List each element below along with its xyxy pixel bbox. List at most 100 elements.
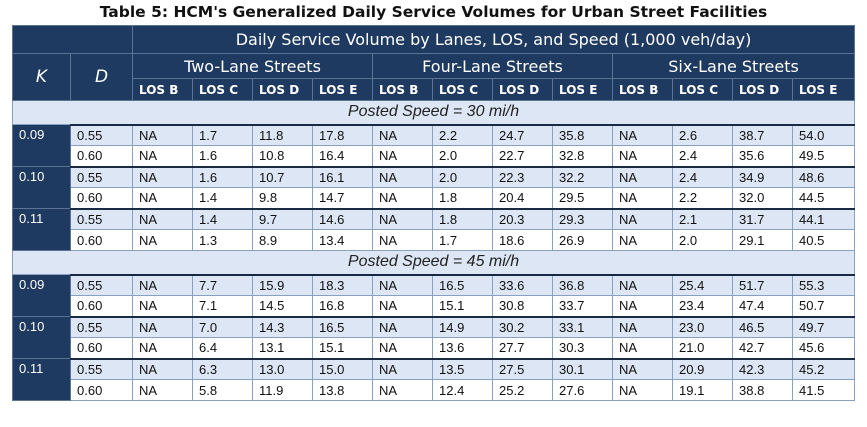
volume-cell: 2.6 — [672, 123, 733, 146]
volume-cell: 14.5 — [252, 295, 313, 317]
volume-cell: 48.6 — [791, 165, 856, 188]
header-los-cell: LOS E — [312, 78, 373, 101]
volume-cell: 16.5 — [432, 273, 493, 296]
volume-cell: 19.1 — [672, 379, 733, 401]
volume-cell: NA — [132, 295, 193, 317]
volume-cell: 16.8 — [312, 295, 373, 317]
volume-cell: 6.4 — [192, 337, 253, 359]
table-row: 0.60 NA 5.8 11.9 13.8 NA 12.4 25.2 27.6 NA 19.1 38.… — [13, 379, 856, 401]
volume-cell: 55.3 — [791, 273, 856, 296]
volume-cell: NA — [132, 187, 193, 209]
volume-cell: 1.6 — [192, 145, 253, 167]
volume-cell: 25.2 — [492, 379, 553, 401]
volume-cell: 1.3 — [192, 229, 253, 251]
volume-cell: 36.8 — [552, 273, 613, 296]
volume-cell: 34.9 — [732, 165, 793, 188]
volume-cell: 46.5 — [732, 315, 793, 338]
volume-cell: 11.8 — [252, 123, 313, 146]
volume-cell: NA — [132, 229, 193, 251]
volume-cell: 1.4 — [192, 187, 253, 209]
volume-cell: 35.8 — [552, 123, 613, 146]
volume-cell: NA — [132, 145, 193, 167]
volume-cell: 44.5 — [791, 187, 856, 209]
header-los-cell: LOS D — [492, 78, 553, 101]
volume-cell: 14.3 — [252, 315, 313, 338]
header-los-cell: LOS E — [552, 78, 613, 101]
volume-cell: 23.0 — [672, 315, 733, 338]
header-los-cell: LOS C — [432, 78, 493, 101]
table-row: 0.09 0.55 NA 1.7 11.8 17.8 NA 2.2 24.7 35.8 NA 2.6 3… — [12, 123, 856, 167]
d-value: 0.55 — [70, 273, 133, 296]
header-group-four-lane: Four-Lane Streets — [372, 53, 613, 79]
volume-cell: 15.9 — [252, 273, 313, 296]
volume-cell: 27.6 — [552, 379, 613, 401]
volume-cell: 6.3 — [192, 357, 253, 380]
volume-cell: 7.0 — [192, 315, 253, 338]
volume-cell: NA — [132, 207, 193, 230]
volume-cell: 7.7 — [192, 273, 253, 296]
volume-cell: 30.3 — [552, 337, 613, 359]
d-value: 0.55 — [70, 315, 133, 338]
volume-cell: NA — [372, 229, 433, 251]
volume-cell: 42.3 — [732, 357, 793, 380]
d-value: 0.55 — [70, 207, 133, 230]
volume-cell: 45.6 — [791, 337, 856, 359]
header-group-six-lane: Six-Lane Streets — [611, 53, 856, 79]
volume-cell: 44.1 — [791, 207, 856, 230]
volume-cell: 2.1 — [672, 207, 733, 230]
d-value: 0.60 — [70, 379, 133, 401]
volume-cell: NA — [372, 187, 433, 209]
volume-cell: 18.6 — [492, 229, 553, 251]
header-los-cell: LOS D — [732, 78, 793, 101]
d-value: 0.60 — [70, 187, 133, 209]
volume-cell: 29.1 — [732, 229, 793, 251]
table-row: 0.10 0.55 NA 1.6 10.7 16.1 NA 2.0 22.3 32.2 NA 2.4 3… — [12, 165, 856, 209]
volume-cell: 13.8 — [312, 379, 373, 401]
volume-cell: 23.4 — [672, 295, 733, 317]
volume-cell: 20.4 — [492, 187, 553, 209]
volume-cell: 42.7 — [732, 337, 793, 359]
volume-cell: NA — [612, 187, 673, 209]
volume-cell: 10.8 — [252, 145, 313, 167]
volume-cell: 30.8 — [492, 295, 553, 317]
table-row: 0.60 NA 7.1 14.5 16.8 NA 15.1 30.8 33.7 NA 23.4 47.… — [13, 295, 856, 317]
volume-cell: 13.6 — [432, 337, 493, 359]
table-row: 0.60 NA 6.4 13.1 15.1 NA 13.6 27.7 30.3 NA 21.0 42.… — [13, 337, 856, 359]
volume-cell: NA — [132, 123, 193, 146]
d-value: 0.60 — [70, 145, 133, 167]
table-row: 0.11 0.55 NA 6.3 13.0 15.0 NA 13.5 27.5 30.1 NA 20.… — [12, 357, 856, 401]
volume-cell: 13.0 — [252, 357, 313, 380]
volume-cell: 2.0 — [432, 165, 493, 188]
volume-cell: NA — [612, 315, 673, 338]
k-value: 0.11 — [12, 358, 71, 401]
volume-cell: 7.1 — [192, 295, 253, 317]
volume-cell: 1.7 — [192, 123, 253, 146]
posted-speed-label: Posted Speed = 45 mi/h — [11, 250, 856, 275]
volume-cell: NA — [372, 273, 433, 296]
table-caption: Table 5: HCM's Generalized Daily Service… — [99, 3, 768, 21]
volume-cell: 49.5 — [791, 145, 856, 167]
d-value: 0.55 — [70, 357, 133, 380]
d-value: 0.55 — [70, 123, 133, 146]
k-value: 0.09 — [12, 274, 71, 317]
volume-cell: 1.7 — [432, 229, 493, 251]
header-los-cell: LOS B — [132, 78, 193, 101]
volume-cell: 29.3 — [552, 207, 613, 230]
volume-cell: 31.7 — [732, 207, 793, 230]
volume-cell: NA — [612, 145, 673, 167]
service-volume-table: Daily Service Volume by Lanes, LOS, and … — [11, 25, 856, 401]
volume-cell: 9.8 — [252, 187, 313, 209]
volume-cell: 33.1 — [552, 315, 613, 338]
volume-cell: 1.4 — [192, 207, 253, 230]
volume-cell: 2.4 — [672, 165, 733, 188]
volume-cell: 41.5 — [791, 379, 856, 401]
volume-cell: 13.5 — [432, 357, 493, 380]
volume-cell: 5.8 — [192, 379, 253, 401]
volume-cell: 40.5 — [791, 229, 856, 251]
volume-cell: 14.7 — [312, 187, 373, 209]
volume-cell: 13.4 — [312, 229, 373, 251]
volume-cell: NA — [132, 337, 193, 359]
volume-cell: NA — [612, 295, 673, 317]
volume-cell: 32.0 — [732, 187, 793, 209]
volume-cell: NA — [612, 207, 673, 230]
